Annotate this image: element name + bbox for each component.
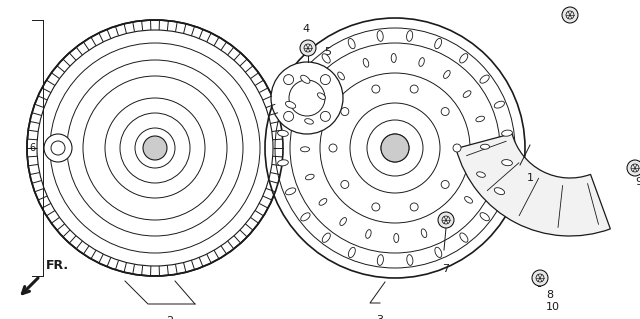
Ellipse shape	[502, 160, 513, 166]
Text: 5: 5	[324, 47, 331, 57]
Ellipse shape	[278, 130, 289, 137]
Circle shape	[438, 212, 454, 228]
Ellipse shape	[377, 31, 383, 41]
Ellipse shape	[365, 230, 371, 238]
Text: FR.: FR.	[46, 259, 69, 272]
Ellipse shape	[435, 39, 442, 49]
Circle shape	[284, 111, 294, 122]
Circle shape	[372, 203, 380, 211]
Circle shape	[441, 181, 449, 189]
Ellipse shape	[494, 188, 504, 195]
Ellipse shape	[348, 247, 355, 257]
Ellipse shape	[319, 198, 327, 205]
Ellipse shape	[340, 218, 346, 226]
Ellipse shape	[445, 216, 452, 224]
Ellipse shape	[494, 101, 504, 108]
Circle shape	[321, 111, 330, 122]
Ellipse shape	[502, 130, 513, 136]
Circle shape	[321, 75, 330, 85]
Text: 8: 8	[547, 290, 554, 300]
Ellipse shape	[338, 72, 344, 80]
Circle shape	[304, 44, 312, 52]
Ellipse shape	[419, 58, 424, 66]
Circle shape	[453, 144, 461, 152]
Text: 2: 2	[166, 316, 173, 319]
Circle shape	[627, 160, 640, 176]
Text: 3: 3	[376, 315, 383, 319]
Ellipse shape	[378, 255, 383, 265]
Circle shape	[372, 85, 380, 93]
Ellipse shape	[465, 197, 472, 203]
Ellipse shape	[305, 174, 314, 180]
Text: 10: 10	[546, 302, 560, 312]
Ellipse shape	[460, 233, 468, 242]
Circle shape	[536, 274, 544, 282]
Circle shape	[284, 75, 294, 85]
Ellipse shape	[480, 75, 489, 83]
Ellipse shape	[301, 213, 310, 221]
Circle shape	[562, 7, 578, 23]
Ellipse shape	[421, 229, 427, 238]
Ellipse shape	[480, 213, 490, 221]
Circle shape	[329, 144, 337, 152]
Circle shape	[341, 181, 349, 189]
Ellipse shape	[301, 147, 310, 152]
Ellipse shape	[435, 247, 442, 257]
Circle shape	[410, 85, 418, 93]
Circle shape	[289, 80, 325, 116]
Circle shape	[532, 270, 548, 286]
Ellipse shape	[305, 119, 314, 124]
Ellipse shape	[322, 54, 330, 63]
Ellipse shape	[481, 144, 490, 149]
Wedge shape	[456, 134, 611, 236]
Ellipse shape	[301, 75, 310, 83]
Circle shape	[51, 141, 65, 155]
Ellipse shape	[460, 54, 468, 63]
Circle shape	[631, 164, 639, 172]
Ellipse shape	[391, 54, 396, 63]
Ellipse shape	[285, 101, 296, 108]
Circle shape	[381, 134, 409, 162]
Ellipse shape	[477, 172, 485, 177]
Ellipse shape	[407, 255, 413, 265]
Circle shape	[27, 20, 283, 276]
Ellipse shape	[278, 160, 289, 166]
Ellipse shape	[322, 233, 330, 242]
Text: 1: 1	[527, 173, 534, 183]
Circle shape	[441, 108, 449, 115]
Circle shape	[44, 134, 72, 162]
Circle shape	[271, 62, 343, 134]
Ellipse shape	[444, 70, 450, 78]
Ellipse shape	[364, 58, 369, 67]
Ellipse shape	[406, 31, 413, 41]
Circle shape	[300, 40, 316, 56]
Circle shape	[410, 203, 418, 211]
Text: 9: 9	[635, 177, 640, 187]
Circle shape	[143, 136, 167, 160]
Ellipse shape	[348, 39, 355, 49]
Ellipse shape	[285, 188, 296, 195]
Ellipse shape	[394, 234, 399, 242]
Ellipse shape	[317, 93, 325, 100]
Ellipse shape	[463, 91, 471, 97]
Text: 7: 7	[442, 264, 449, 274]
Circle shape	[442, 216, 450, 224]
Circle shape	[566, 11, 574, 19]
Circle shape	[341, 108, 349, 115]
Text: 6: 6	[29, 143, 35, 153]
Circle shape	[265, 18, 525, 278]
Text: 4: 4	[303, 24, 310, 34]
Ellipse shape	[476, 116, 484, 122]
